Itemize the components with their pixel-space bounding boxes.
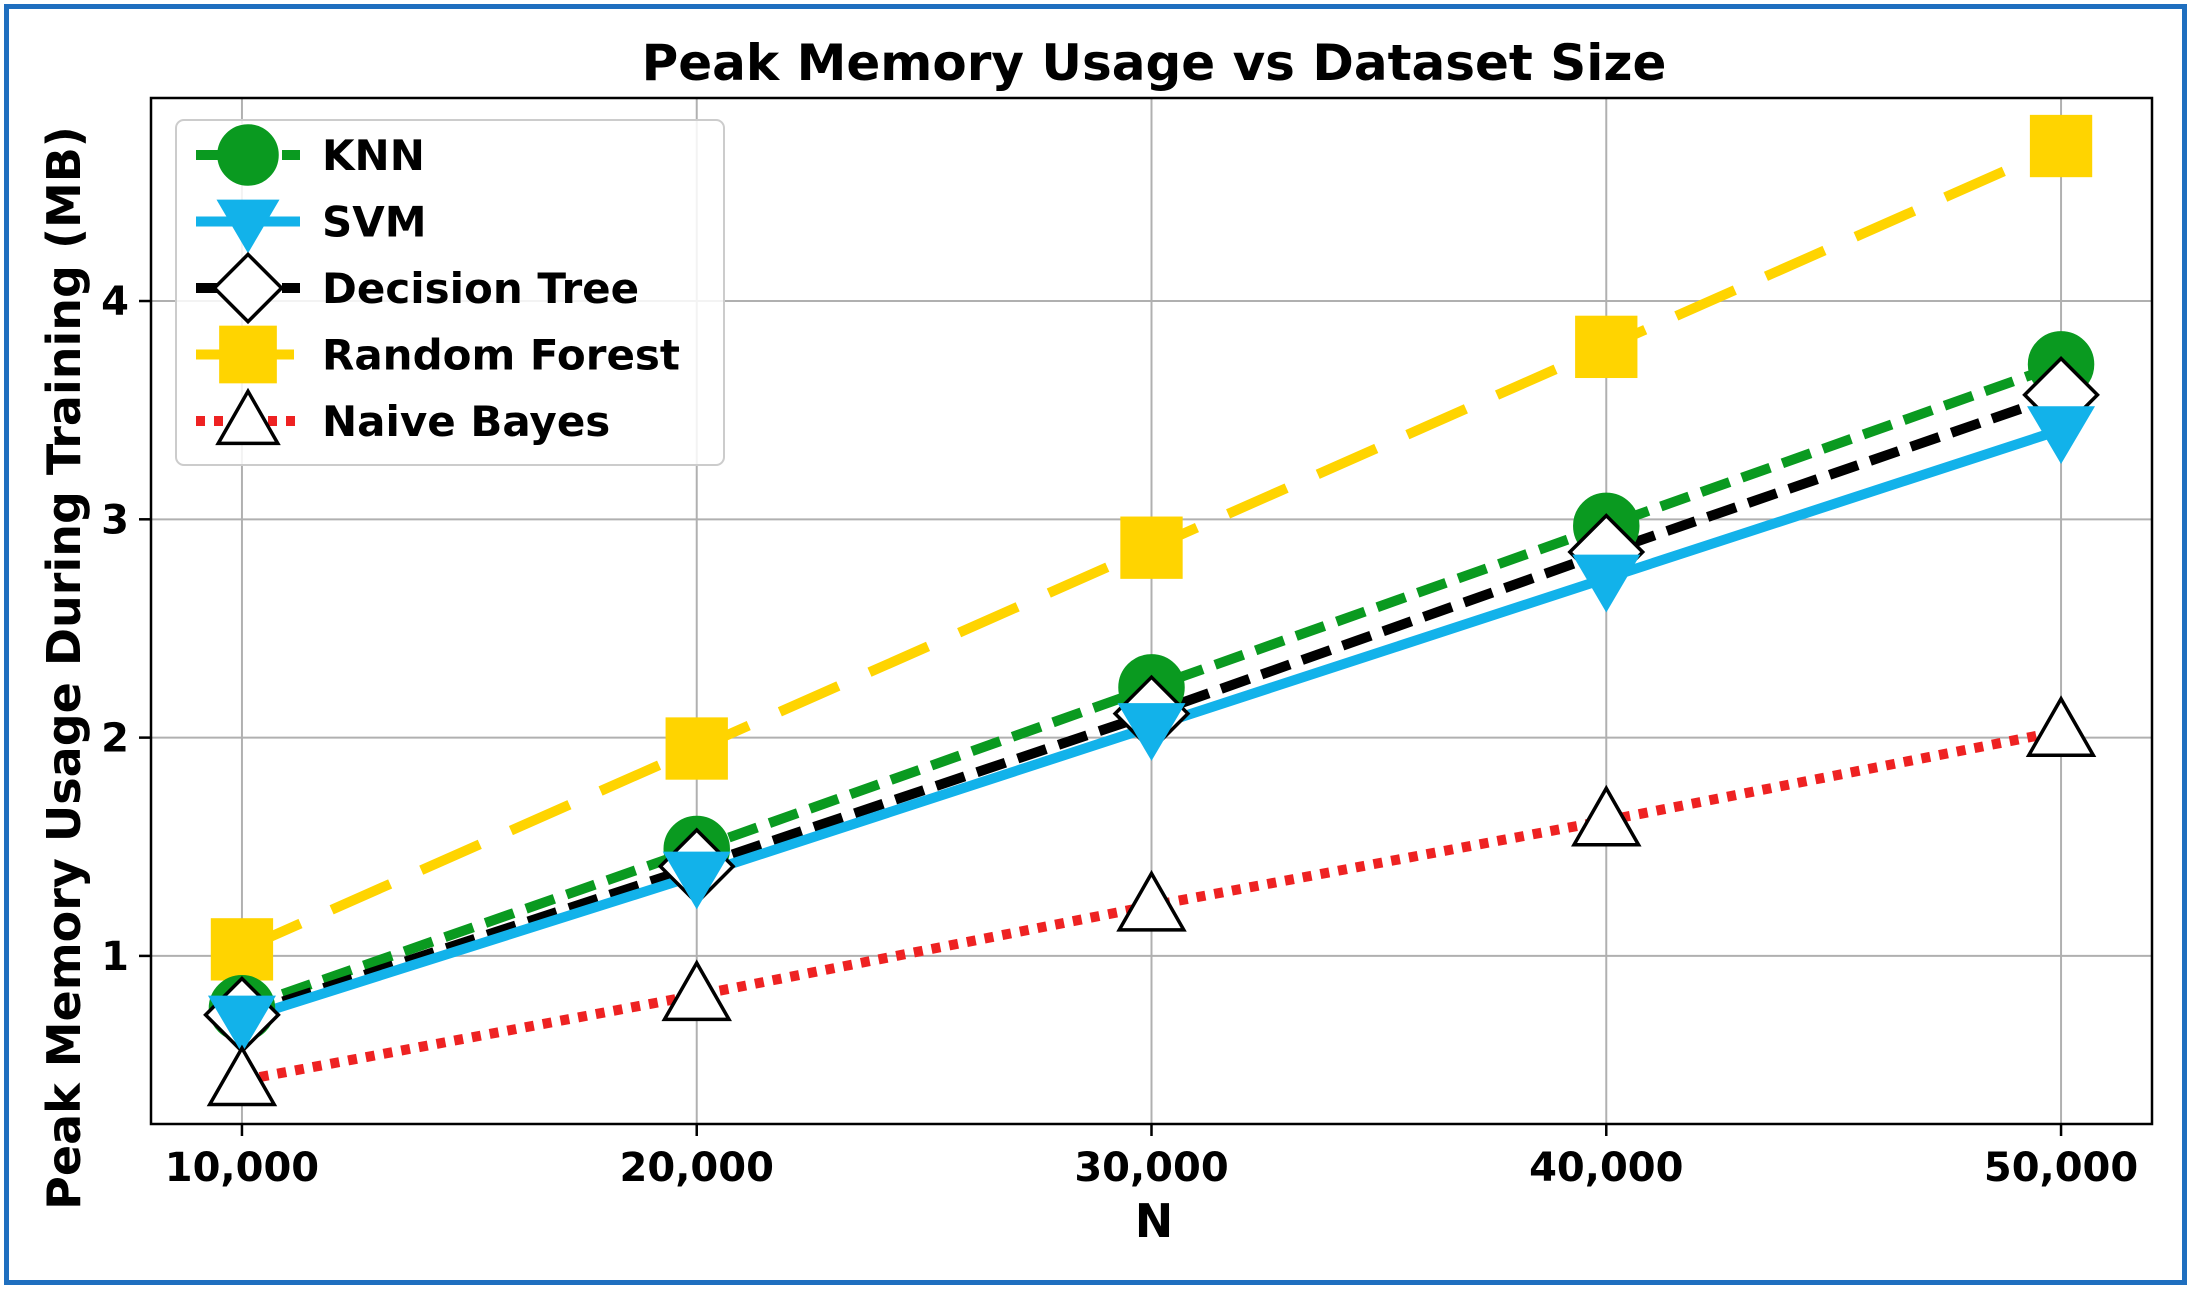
y-tick-label: 1	[101, 934, 129, 980]
data-point-naive-bayes	[661, 959, 732, 1022]
data-point-svm	[2027, 406, 2096, 465]
x-tick-label: 30,000	[1074, 1145, 1228, 1191]
x-axis-ticks: 10,000 20,000 30,000 40,000 50,000	[165, 1124, 2138, 1191]
series-markers	[203, 114, 2100, 1107]
y-axis-label: Peak Memory Usage During Training (MB)	[37, 126, 91, 1210]
y-axis-ticks: 1 2 3 4	[101, 279, 151, 980]
data-point-svm	[662, 851, 731, 910]
data-point-svm	[1117, 703, 1186, 761]
legend-marker-decision-tree	[211, 251, 285, 325]
data-point-random-forest	[1575, 315, 1638, 379]
legend-entry-svm: SVM	[196, 198, 427, 254]
legend-label-random-forest: Random Forest	[322, 331, 680, 380]
x-tick-label: 40,000	[1529, 1145, 1683, 1191]
legend-entry-knn: KNN	[196, 124, 425, 186]
data-point-svm	[1572, 554, 1641, 613]
x-tick-label: 10,000	[165, 1145, 319, 1191]
legend-label-knn: KNN	[322, 131, 425, 180]
y-tick-label: 3	[101, 497, 129, 543]
legend-label-svm: SVM	[322, 198, 427, 247]
data-point-random-forest	[1120, 516, 1183, 579]
legend-box	[175, 119, 725, 466]
data-point-naive-bayes	[2025, 695, 2097, 757]
x-axis-label: N	[1135, 1194, 1174, 1248]
legend-marker-naive-bayes	[215, 387, 281, 446]
legend-marker-svm	[216, 199, 280, 254]
legend-marker-random-forest	[219, 325, 277, 384]
legend-entry-naive-bayes: Naive Bayes	[196, 387, 610, 446]
legend-label-naive-bayes: Naive Bayes	[322, 397, 610, 446]
legend-label-decision-tree: Decision Tree	[322, 264, 639, 313]
y-tick-label: 4	[101, 279, 129, 325]
x-tick-label: 20,000	[620, 1145, 774, 1191]
y-tick-label: 2	[101, 716, 129, 762]
chart-title: Peak Memory Usage vs Dataset Size	[642, 34, 1667, 92]
x-tick-label: 50,000	[1984, 1145, 2138, 1191]
legend-entry-decision-tree: Decision Tree	[196, 251, 639, 325]
data-point-svm	[207, 995, 276, 1054]
data-point-random-forest	[2029, 114, 2093, 178]
legend-marker-knn	[217, 124, 279, 186]
data-point-random-forest	[210, 918, 274, 981]
data-point-naive-bayes	[1571, 784, 1642, 847]
legend-entry-random-forest: Random Forest	[196, 325, 680, 384]
data-point-random-forest	[665, 717, 728, 780]
data-point-naive-bayes	[206, 1044, 278, 1107]
data-point-naive-bayes	[1116, 869, 1187, 932]
legend: KNN SVM Decision Tree Random Forest Naive Ba…	[175, 119, 725, 466]
